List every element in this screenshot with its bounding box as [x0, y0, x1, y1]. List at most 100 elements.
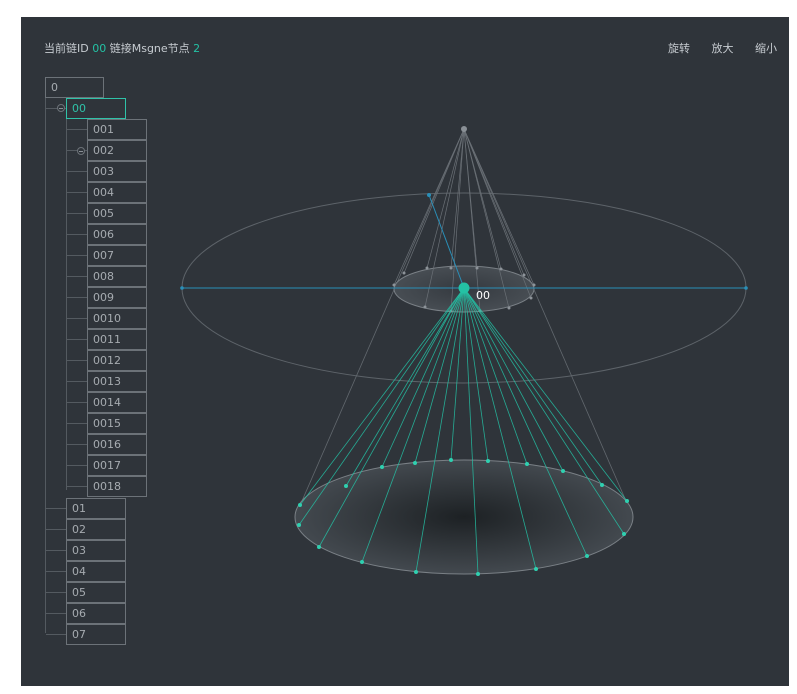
inner-ring-node[interactable]	[499, 267, 503, 271]
inner-ring-node[interactable]	[475, 266, 479, 270]
collapse-toggle-00[interactable]	[57, 104, 65, 112]
tree-node-0010[interactable]: 0010	[87, 308, 147, 329]
tree-node-0017[interactable]: 0017	[87, 455, 147, 476]
orbit-node[interactable]	[427, 193, 431, 197]
tree-node-07[interactable]: 07	[66, 624, 126, 645]
inner-ring-node[interactable]	[529, 296, 533, 300]
tree-node-0018[interactable]: 0018	[87, 476, 147, 497]
tree-connector	[67, 444, 87, 445]
tree-node-01[interactable]: 01	[66, 498, 126, 519]
child-node[interactable]	[380, 465, 384, 469]
tree-guide-00	[66, 119, 67, 490]
tree-guide-root	[45, 98, 46, 633]
tree-connector	[67, 486, 87, 487]
apex-spoke	[426, 128, 465, 269]
tree-node-0014[interactable]: 0014	[87, 392, 147, 413]
child-link	[298, 287, 465, 526]
tree-connector	[46, 508, 66, 509]
inner-ring-node[interactable]	[449, 266, 453, 270]
apex-node[interactable]	[461, 126, 467, 132]
inner-ring-node[interactable]	[423, 305, 427, 309]
tree-node-0015[interactable]: 0015	[87, 413, 147, 434]
child-node[interactable]	[600, 483, 604, 487]
tree-connector	[67, 297, 87, 298]
child-node[interactable]	[449, 458, 453, 462]
tree-connector	[67, 318, 87, 319]
rotate-button[interactable]: 旋转	[668, 42, 690, 55]
tree-node-009[interactable]: 009	[87, 287, 147, 308]
tree-node-005[interactable]: 005	[87, 203, 147, 224]
msg-node-label: 链接Msgne节点	[109, 42, 190, 55]
tree-connector	[46, 108, 66, 109]
axis-end-left[interactable]	[180, 286, 184, 290]
child-node[interactable]	[360, 560, 364, 564]
tree-node-03[interactable]: 03	[66, 540, 126, 561]
child-node[interactable]	[534, 567, 538, 571]
chain-info-bar: 当前链ID 00 链接Msgne节点 2	[44, 40, 200, 56]
tree-node-04[interactable]: 04	[66, 561, 126, 582]
child-node[interactable]	[585, 554, 589, 558]
child-node[interactable]	[476, 572, 480, 576]
child-node[interactable]	[344, 484, 348, 488]
tree-node-0012[interactable]: 0012	[87, 350, 147, 371]
apex-spoke	[450, 128, 465, 269]
tree-node-00[interactable]: 00	[66, 98, 126, 119]
child-node[interactable]	[622, 532, 626, 536]
child-node[interactable]	[525, 462, 529, 466]
zoom-in-button[interactable]: 放大	[711, 42, 734, 55]
inner-ring-node[interactable]	[532, 283, 536, 287]
tree-connector	[67, 129, 87, 130]
tree-connector	[46, 529, 66, 530]
child-link	[414, 287, 465, 464]
child-link	[463, 287, 537, 570]
tree-node-003[interactable]: 003	[87, 161, 147, 182]
inner-ring-node[interactable]	[507, 306, 511, 310]
node-tree: 0 00 001 002 003 004 005 006 007 008 009 0010 0011 00…	[21, 17, 201, 686]
child-link	[463, 287, 628, 502]
zoom-out-button[interactable]: 缩小	[755, 42, 777, 55]
inner-ring-node[interactable]	[402, 271, 406, 275]
tree-node-02[interactable]: 02	[66, 519, 126, 540]
tree-connector	[67, 255, 87, 256]
tree-node-002[interactable]: 002	[87, 140, 147, 161]
child-link	[463, 287, 489, 462]
apex-spoke	[393, 128, 465, 286]
chain-id-value: 00	[92, 42, 107, 55]
tree-node-001[interactable]: 001	[87, 119, 147, 140]
tree-node-root[interactable]: 0	[45, 77, 104, 98]
axis-end-right[interactable]	[744, 286, 748, 290]
tree-node-05[interactable]: 05	[66, 582, 126, 603]
child-node[interactable]	[486, 459, 490, 463]
child-node[interactable]	[298, 503, 302, 507]
child-link	[463, 287, 603, 486]
tree-node-0016[interactable]: 0016	[87, 434, 147, 455]
center-node[interactable]	[458, 282, 470, 294]
child-node[interactable]	[561, 469, 565, 473]
cone-edge-right	[463, 128, 634, 518]
child-node[interactable]	[413, 461, 417, 465]
inner-ring-node[interactable]	[425, 266, 429, 270]
child-node[interactable]	[625, 499, 629, 503]
tree-node-006[interactable]: 006	[87, 224, 147, 245]
msg-node-count: 2	[193, 42, 201, 55]
apex-spoke	[463, 128, 510, 309]
apex-spoke	[403, 128, 465, 274]
tree-node-007[interactable]: 007	[87, 245, 147, 266]
child-node[interactable]	[297, 523, 301, 527]
tree-node-06[interactable]: 06	[66, 603, 126, 624]
orbit-link	[428, 194, 465, 289]
inner-ring-node[interactable]	[392, 283, 396, 287]
child-link	[463, 287, 528, 465]
child-link	[415, 287, 465, 573]
network-graph[interactable]: 00	[21, 17, 789, 686]
child-node[interactable]	[317, 545, 321, 549]
child-node[interactable]	[414, 570, 418, 574]
collapse-toggle-002[interactable]	[77, 147, 85, 155]
tree-connector	[67, 381, 87, 382]
tree-node-0013[interactable]: 0013	[87, 371, 147, 392]
tree-node-008[interactable]: 008	[87, 266, 147, 287]
tree-connector	[67, 465, 87, 466]
tree-node-0011[interactable]: 0011	[87, 329, 147, 350]
tree-node-004[interactable]: 004	[87, 182, 147, 203]
inner-ring-node[interactable]	[522, 273, 526, 277]
